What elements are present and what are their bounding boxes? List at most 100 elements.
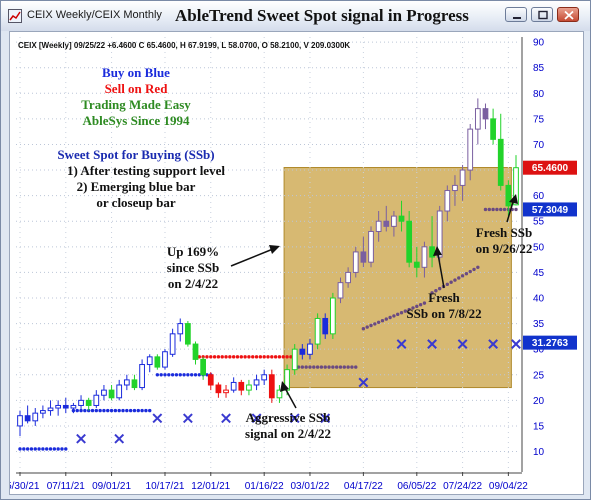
price-bar xyxy=(429,246,435,258)
support-dot xyxy=(33,447,37,451)
support-dot xyxy=(304,365,308,369)
support-dot xyxy=(45,447,49,451)
support-dot xyxy=(499,207,503,212)
price-bar xyxy=(139,364,145,389)
support-dot xyxy=(396,312,400,317)
price-bar xyxy=(352,251,359,273)
price-flag-label: 65.4600 xyxy=(532,163,569,174)
support-dot xyxy=(476,265,480,269)
x-tick-label: 05/30/21 xyxy=(10,481,40,492)
y-tick-label: 85 xyxy=(533,63,545,74)
legend-trading-made-easy: Trading Made Easy xyxy=(81,97,191,112)
support-dot xyxy=(29,447,34,451)
x-marker xyxy=(320,413,331,424)
resistance-dot xyxy=(270,355,274,359)
price-bar xyxy=(482,108,489,120)
minimize-button[interactable] xyxy=(505,7,527,22)
support-dot xyxy=(167,373,171,377)
support-dot xyxy=(392,314,396,318)
price-bar xyxy=(383,220,390,227)
price-bar xyxy=(253,379,260,386)
support-dot xyxy=(148,408,152,413)
minimize-icon xyxy=(513,17,521,19)
x-tick-label: 07/24/22 xyxy=(443,481,482,492)
support-dot xyxy=(418,303,423,307)
support-dot xyxy=(125,408,129,413)
support-dot xyxy=(52,447,57,451)
price-bar xyxy=(413,261,420,268)
resistance-dot xyxy=(231,355,236,359)
x-marker xyxy=(182,413,193,424)
x-tick-label: 01/16/22 xyxy=(245,481,284,492)
annotation-aggressive-arrow xyxy=(284,387,297,409)
support-dot xyxy=(472,267,476,272)
annotation-fresh-july-arrowhead xyxy=(433,246,442,256)
resistance-dot xyxy=(235,355,240,359)
resistance-dot xyxy=(224,355,228,359)
support-dot xyxy=(334,365,339,369)
resistance-dot xyxy=(277,355,282,359)
support-dot xyxy=(445,282,450,287)
price-bar xyxy=(207,374,214,386)
price-bar xyxy=(162,351,168,368)
sweet-spot-line-3: or closeup bar xyxy=(96,195,175,210)
support-dot xyxy=(182,373,186,377)
maximize-button[interactable] xyxy=(531,7,553,22)
price-bar xyxy=(93,394,100,406)
x-tick-label: 10/17/21 xyxy=(146,481,185,492)
price-bar xyxy=(444,190,451,212)
x-tick-label: 09/04/22 xyxy=(489,481,528,492)
support-dot xyxy=(361,327,366,331)
price-bar xyxy=(223,389,229,394)
support-dot xyxy=(464,271,469,276)
support-dot xyxy=(197,373,202,377)
price-bar xyxy=(291,348,298,371)
y-tick-label: 40 xyxy=(533,294,545,305)
support-dot xyxy=(323,365,327,369)
price-bar xyxy=(177,323,184,335)
support-dot xyxy=(514,207,518,212)
price-bar xyxy=(345,271,351,284)
y-tick-label: 35 xyxy=(533,319,545,330)
resistance-dot xyxy=(285,355,289,359)
price-bar xyxy=(299,348,306,355)
support-dot xyxy=(170,373,175,377)
price-bar xyxy=(62,404,69,409)
support-dot xyxy=(437,286,442,291)
price-bar xyxy=(276,389,283,399)
price-bar xyxy=(513,167,519,206)
resistance-dot xyxy=(273,355,278,359)
support-dot xyxy=(460,274,465,278)
support-dot xyxy=(376,320,381,325)
support-dot xyxy=(205,373,209,377)
support-dot xyxy=(174,373,179,377)
price-bar xyxy=(47,407,54,412)
support-dot xyxy=(121,408,125,413)
support-dot xyxy=(186,373,190,377)
price-bar xyxy=(85,399,92,406)
support-dot xyxy=(457,276,461,280)
y-tick-label: 25 xyxy=(533,370,545,381)
x-tick-label: 09/01/21 xyxy=(92,481,131,492)
resistance-dot xyxy=(205,355,209,359)
support-dot xyxy=(60,447,64,451)
support-dot xyxy=(312,365,316,369)
price-flag xyxy=(523,160,577,175)
y-tick-label: 90 xyxy=(533,38,545,49)
resistance-dot xyxy=(289,355,293,359)
x-marker xyxy=(358,377,369,388)
price-flag xyxy=(523,202,577,217)
x-marker xyxy=(511,339,521,349)
price-bar xyxy=(436,210,443,258)
support-dot xyxy=(117,408,121,413)
price-bar xyxy=(169,333,176,355)
price-bar xyxy=(322,317,329,335)
support-dot xyxy=(113,408,118,413)
resistance-dot xyxy=(281,355,285,359)
close-button[interactable] xyxy=(557,7,579,22)
sweet-spot-line-1: 1) After testing support level xyxy=(67,163,225,178)
x-tick-label: 06/05/22 xyxy=(397,481,436,492)
annotation-aggressive-arrowhead xyxy=(280,381,289,392)
window-title: CEIX Weekly/CEIX Monthly xyxy=(27,9,162,21)
y-tick-label: 15 xyxy=(533,421,545,432)
